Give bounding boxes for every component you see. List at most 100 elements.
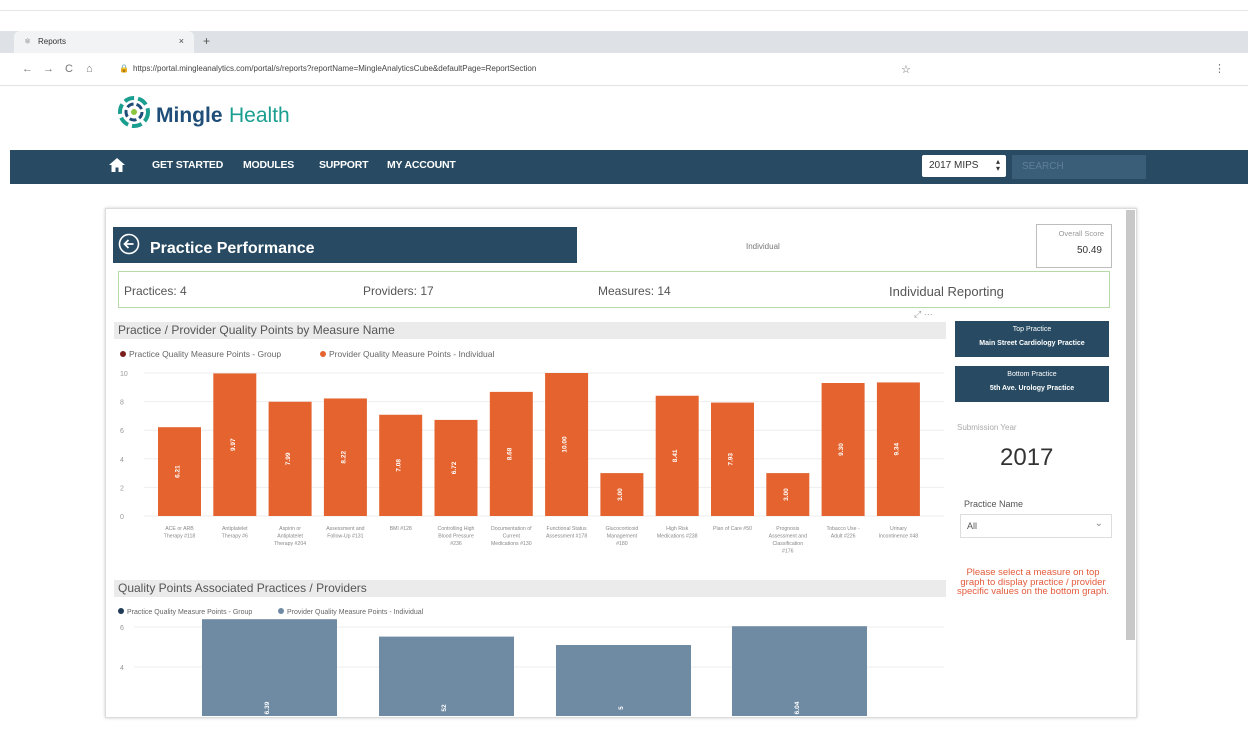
practice-name-dropdown[interactable]: All ⌄: [960, 514, 1112, 538]
bar: [202, 619, 337, 716]
chart2-title: Quality Points Associated Practices / Pr…: [118, 581, 367, 595]
bar-data-label: 6.21: [175, 465, 182, 478]
x-tick-label: Glucocorticoid: [605, 526, 638, 532]
bar: [711, 402, 754, 516]
y-tick-label: 10: [120, 371, 128, 378]
bar: [556, 645, 691, 716]
legend-marker: [320, 351, 326, 357]
bar: [766, 473, 810, 516]
y-tick-label: 2: [120, 485, 124, 492]
reporting-type-label: Individual: [746, 242, 780, 251]
brand-name-mingle: Mingle: [156, 104, 223, 127]
search-placeholder: SEARCH: [1022, 161, 1064, 172]
chart1-title: Practice / Provider Quality Points by Me…: [118, 323, 395, 337]
x-tick-label: #180: [616, 541, 628, 547]
bar-data-label: 8.22: [340, 451, 347, 464]
back-arrow-icon[interactable]: [118, 233, 140, 255]
nav-support[interactable]: SUPPORT: [319, 159, 369, 171]
bar-data-label: 7.93: [728, 453, 735, 466]
bar-data-label: 8.41: [672, 449, 679, 462]
x-tick-label: Documentation of: [491, 526, 532, 532]
bar-data-label: 8.68: [506, 447, 513, 460]
bar-data-label: 9.30: [838, 443, 845, 456]
report-scrollbar[interactable]: [1126, 210, 1135, 640]
y-tick-label: 4: [120, 665, 124, 672]
x-tick-label: Assessment and: [769, 534, 807, 540]
tab-close-icon[interactable]: ×: [178, 36, 184, 46]
home-icon[interactable]: [108, 156, 126, 174]
nav-my-account[interactable]: MY ACCOUNT: [387, 159, 456, 171]
bar: [158, 427, 201, 516]
bar-data-label: 3.00: [617, 488, 624, 501]
bar-data-label: 7.99: [285, 452, 292, 465]
x-tick-label: Medications #130: [491, 541, 532, 547]
new-tab-button[interactable]: +: [203, 34, 211, 48]
bar: [268, 401, 312, 516]
x-tick-label: Therapy #6: [222, 534, 248, 540]
bar: [545, 373, 589, 516]
legend-label: Practice Quality Measure Points - Group: [127, 609, 252, 616]
bookmark-star-icon[interactable]: ☆: [901, 64, 911, 76]
browser-menu-icon[interactable]: ⋮: [1214, 63, 1225, 75]
x-tick-label: Antiplatelet: [222, 526, 248, 532]
top-divider: [0, 10, 1248, 11]
y-tick-label: 0: [120, 514, 124, 521]
top-practice-card[interactable]: Top Practice Main Street Cardiology Prac…: [955, 321, 1109, 357]
bar-data-label: 9.34: [893, 443, 900, 456]
bar: [323, 398, 367, 516]
bar: [876, 382, 920, 516]
bottom-practice-label: Bottom Practice: [1007, 371, 1057, 378]
x-tick-label: Medications #238: [657, 534, 698, 540]
brand-name-health: Health: [229, 104, 290, 127]
bar-data-label: 3.00: [783, 488, 790, 501]
x-tick-label: Aspirin or: [279, 526, 301, 532]
bar-data-label: 9.97: [230, 438, 237, 451]
nav-get-started[interactable]: GET STARTED: [152, 159, 224, 171]
x-tick-label: Functional Status: [547, 526, 587, 532]
kpi-practices: Practices: 4: [124, 284, 187, 298]
y-tick-label: 6: [120, 428, 124, 435]
program-year-select[interactable]: 2017 MIPS ▴ ▾: [922, 155, 1006, 177]
x-tick-label: Current: [503, 534, 521, 540]
chart2-header: [114, 580, 946, 597]
tab-title: Reports: [38, 37, 67, 46]
x-tick-label: Blood Pressure: [438, 534, 474, 540]
x-tick-label: ACE or ARB: [165, 526, 194, 532]
practice-provider-bar-chart[interactable]: Practice Quality Measure Points - Group P…: [114, 600, 946, 716]
bar: [732, 626, 867, 716]
bar: [655, 395, 699, 516]
overall-score-value: 50.49: [1076, 245, 1102, 256]
bar: [600, 473, 644, 516]
x-tick-label: Follow-Up #131: [327, 534, 363, 540]
legend-marker: [278, 608, 284, 614]
x-tick-label: Therapy #118: [164, 534, 196, 540]
address-bar[interactable]: https://portal.mingleanalytics.com/porta…: [133, 64, 537, 73]
x-tick-label: Assessment #178: [546, 534, 587, 540]
home-icon[interactable]: ⌂: [86, 63, 93, 75]
y-tick-label: 6: [120, 625, 124, 632]
browser-tab[interactable]: ⚛ Reports ×: [14, 31, 194, 53]
tab-strip: [0, 31, 1248, 53]
focus-mode-icon[interactable]: ⤢ ···: [914, 309, 933, 319]
back-icon[interactable]: ←: [22, 63, 33, 75]
forward-icon[interactable]: →: [43, 63, 54, 75]
overall-score-label: Overall Score: [1058, 229, 1104, 238]
legend-marker: [118, 608, 124, 614]
x-tick-label: Adult #226: [831, 534, 856, 540]
bottom-practice-card[interactable]: Bottom Practice 5th Ave. Urology Practic…: [955, 366, 1109, 402]
x-tick-label: Urinary: [890, 526, 907, 532]
bar-data-label: 6.04: [794, 701, 801, 714]
search-input[interactable]: SEARCH: [1012, 155, 1146, 179]
y-tick-label: 8: [120, 400, 124, 407]
reload-icon[interactable]: C: [65, 63, 73, 75]
x-tick-label: Therapy #204: [274, 541, 306, 547]
practice-name-label: Practice Name: [964, 499, 1024, 509]
nav-modules[interactable]: MODULES: [243, 159, 295, 171]
x-tick-label: BMI #128: [390, 526, 412, 532]
browser-toolbar: [0, 53, 1248, 86]
kpi-reporting: Individual Reporting: [889, 284, 1004, 299]
program-year-value: 2017 MIPS: [929, 160, 979, 171]
x-tick-label: Management: [607, 534, 638, 540]
x-tick-label: Classification: [773, 541, 804, 547]
measure-points-bar-chart[interactable]: Practice Quality Measure Points - Group P…: [114, 343, 946, 568]
